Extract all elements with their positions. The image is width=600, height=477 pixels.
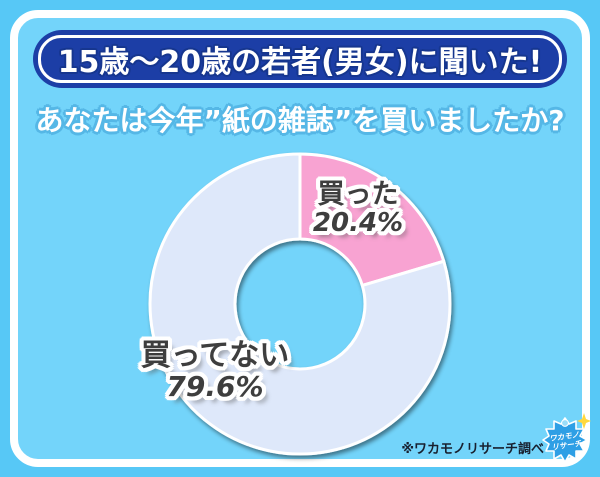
svg-text:ワカモノ: ワカモノ <box>549 430 580 443</box>
logo-clock-icon <box>561 419 569 427</box>
slice-label-bought-text: 買った <box>317 179 399 210</box>
donut-chart: 買った 20.4% 買ってない 79.6% <box>130 144 470 464</box>
logo-sparkle-icon <box>577 413 591 429</box>
svg-text:リサーチ: リサーチ <box>551 439 582 452</box>
donut-chart-svg <box>148 152 452 456</box>
logo-text: ワカモノ リサーチ <box>549 430 583 452</box>
slice-label-notbought-text: 買ってない <box>140 338 290 373</box>
wakamono-research-logo: ワカモノ リサーチ <box>542 413 591 463</box>
donut-segment-1 <box>148 152 452 456</box>
slice-label-bought: 買った 20.4% <box>288 180 428 237</box>
slice-value-notbought: 79.6% <box>166 370 264 404</box>
logo-burst-shape <box>542 417 588 463</box>
question-title: あなたは今年”紙の雑誌”を買いましたか? <box>35 104 565 137</box>
banner-title: 15歳～20歳の若者(男女)に聞いた! <box>57 45 543 80</box>
slice-label-notbought: 買ってない 79.6% <box>130 338 300 404</box>
slice-value-bought: 20.4% <box>312 208 404 239</box>
banner: 15歳～20歳の若者(男女)に聞いた! <box>33 30 567 88</box>
footnote: ※ワカモノリサーチ調べ <box>401 442 544 457</box>
donut-segment-0 <box>298 152 446 287</box>
